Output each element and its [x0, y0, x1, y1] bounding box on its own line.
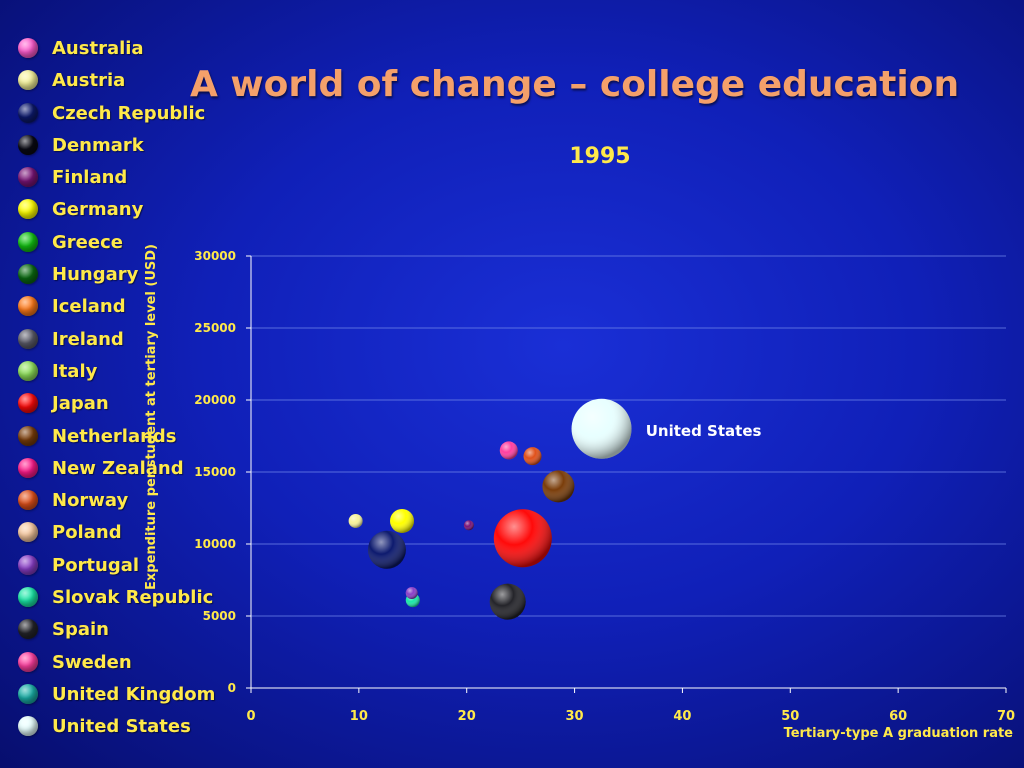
legend-swatch [18, 490, 38, 511]
legend-label: Poland [52, 522, 122, 544]
bubble-shine [367, 530, 406, 569]
legend-swatch [18, 38, 38, 58]
legend-label: Austria [52, 70, 126, 92]
y-tick-label: 5000 [203, 609, 236, 623]
legend: Australia Austria Czech Republic Denmark Fin… [14, 34, 216, 745]
legend-label: Finland [52, 167, 128, 189]
legend-item: Greece [14, 228, 214, 260]
bubble-shine [390, 508, 414, 533]
legend-label: Hungary [52, 264, 139, 286]
y-tick-label: 25000 [194, 321, 236, 335]
bubble-shine [405, 586, 418, 599]
legend-item: Hungary [14, 260, 214, 292]
legend-item: Portugal [14, 551, 214, 583]
legend-item: Japan [14, 389, 214, 421]
x-tick-label: 60 [889, 709, 907, 724]
y-tick-label: 30000 [194, 249, 236, 263]
bubble-shine [489, 583, 526, 620]
legend-item: Denmark [14, 131, 214, 163]
legend-label: Sweden [52, 651, 132, 673]
x-tick-label: 20 [458, 709, 476, 724]
legend-swatch [18, 167, 38, 188]
legend-item: New Zealand [14, 454, 214, 486]
legend-label: New Zealand [52, 457, 184, 479]
x-tick-label: 10 [350, 709, 368, 724]
x-tick-label: 70 [997, 709, 1015, 724]
legend-item: Netherlands [14, 422, 214, 454]
legend-item: Ireland [14, 325, 214, 357]
bubble-shine [571, 398, 632, 459]
y-tick-label: 0 [228, 681, 236, 695]
legend-item: Australia [14, 34, 214, 66]
y-tick-label: 10000 [194, 537, 236, 551]
legend-swatch [18, 554, 38, 575]
legend-item: Italy [14, 357, 214, 389]
legend-swatch [18, 522, 38, 543]
legend-label: Netherlands [52, 425, 177, 447]
legend-item: Germany [14, 195, 214, 227]
legend-swatch [18, 296, 38, 317]
legend-label: Greece [52, 231, 123, 253]
legend-label: Ireland [52, 328, 124, 350]
legend-swatch [18, 328, 38, 349]
legend-label: Iceland [52, 296, 126, 318]
legend-label: Norway [52, 490, 129, 512]
legend-label: Japan [52, 393, 109, 415]
legend-label: United States [52, 716, 191, 738]
legend-item: United States [14, 712, 214, 744]
bubble-shine [523, 447, 542, 466]
x-tick-label: 30 [566, 709, 584, 724]
legend-item: Austria [14, 66, 214, 98]
legend-label: Australia [52, 38, 144, 59]
bubble-shine [499, 441, 518, 460]
x-tick-label: 40 [673, 709, 691, 724]
legend-swatch [18, 457, 38, 478]
bubble-shine [348, 513, 363, 528]
legend-label: Portugal [52, 554, 140, 576]
y-axis-label: Expenditure per student at tertiary leve… [144, 244, 159, 590]
legend-swatch [18, 393, 38, 414]
chart-year-title: 1995 [569, 144, 631, 169]
x-tick-label: 50 [781, 709, 799, 724]
legend-swatch [18, 264, 38, 285]
legend-item: United Kingdom [14, 680, 216, 712]
legend-label: United Kingdom [52, 683, 216, 705]
legend-label: Denmark [52, 134, 144, 156]
x-axis-label: Tertiary-type A graduation rate [784, 726, 1014, 741]
legend-label: Spain [52, 619, 109, 641]
legend-item: Norway [14, 486, 214, 518]
legend-swatch [18, 683, 38, 704]
legend-item: Iceland [14, 292, 214, 324]
legend-swatch [18, 587, 38, 608]
bubble-shine [463, 520, 474, 531]
legend-label: Italy [52, 360, 98, 382]
legend-swatch [18, 134, 38, 155]
legend-swatch [18, 102, 38, 123]
legend-label: Germany [52, 199, 144, 221]
legend-item: Finland [14, 163, 214, 195]
x-tick-label: 0 [246, 709, 255, 724]
legend-swatch [18, 199, 38, 220]
legend-swatch [18, 651, 38, 672]
legend-item: Sweden [14, 648, 214, 680]
y-tick-label: 20000 [194, 393, 236, 407]
legend-swatch [18, 70, 38, 91]
slide-title: A world of change – college education [190, 64, 960, 105]
y-tick-label: 15000 [194, 465, 236, 479]
legend-item: Spain [14, 615, 214, 647]
legend-item: Czech Republic [14, 99, 214, 131]
legend-item: Slovak Republic [14, 583, 214, 615]
annotation-label: United States [646, 422, 762, 440]
legend-item: Poland [14, 518, 214, 550]
bubble-shine [493, 509, 552, 568]
legend-swatch [18, 716, 38, 737]
bubble-shine [542, 470, 575, 503]
legend-label: Czech Republic [52, 102, 206, 124]
legend-swatch [18, 619, 38, 640]
legend-swatch [18, 231, 38, 252]
legend-swatch [18, 425, 38, 446]
legend-swatch [18, 360, 38, 381]
legend-label: Slovak Republic [52, 587, 214, 609]
